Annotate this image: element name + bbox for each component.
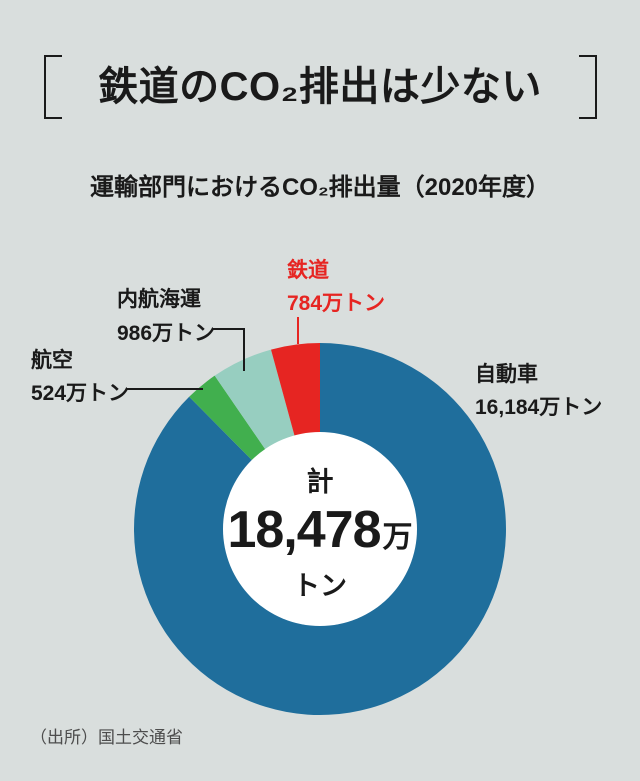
- page-title: 鉄道のCO₂排出は少ない: [98, 65, 542, 109]
- total-prefix: 計: [306, 467, 334, 497]
- total-unit: トン: [293, 571, 347, 601]
- label-railway: 鉄道 784万トン: [287, 254, 385, 320]
- chart-subtitle: 運輸部門におけるCO₂排出量（2020年度）: [89, 174, 551, 201]
- connector-line-shipping-horizontal: [213, 328, 245, 330]
- label-coastal-shipping-name: 内航海運: [117, 288, 201, 311]
- label-automobile-name: 自動車: [475, 363, 538, 386]
- label-aviation: 航空 524万トン: [31, 344, 129, 410]
- label-railway-name: 鉄道: [287, 259, 329, 282]
- title-bracket-left-icon: [44, 55, 62, 119]
- title-bracket-right-icon: [579, 55, 597, 119]
- label-railway-value: 784万トン: [287, 292, 386, 315]
- label-coastal-shipping-value: 986万トン: [117, 322, 216, 345]
- donut-hole: [223, 432, 417, 626]
- label-aviation-value: 524万トン: [31, 382, 130, 405]
- label-automobile: 自動車 16,184万トン: [475, 358, 602, 424]
- total-value-row: 18,478 万: [227, 501, 412, 567]
- connector-line-shipping-vertical: [243, 328, 245, 371]
- source-note: （出所）国土交通省: [30, 728, 183, 747]
- label-aviation-name: 航空: [31, 349, 73, 372]
- total-value: 18,478: [227, 501, 381, 559]
- label-coastal-shipping: 内航海運 986万トン: [117, 283, 215, 351]
- connector-line-railway: [297, 317, 299, 344]
- connector-line-aviation: [127, 388, 203, 390]
- label-automobile-value: 16,184万トン: [475, 396, 603, 419]
- donut-center-label: 計 18,478 万 トン: [223, 432, 417, 626]
- total-value-suffix: 万: [382, 521, 413, 554]
